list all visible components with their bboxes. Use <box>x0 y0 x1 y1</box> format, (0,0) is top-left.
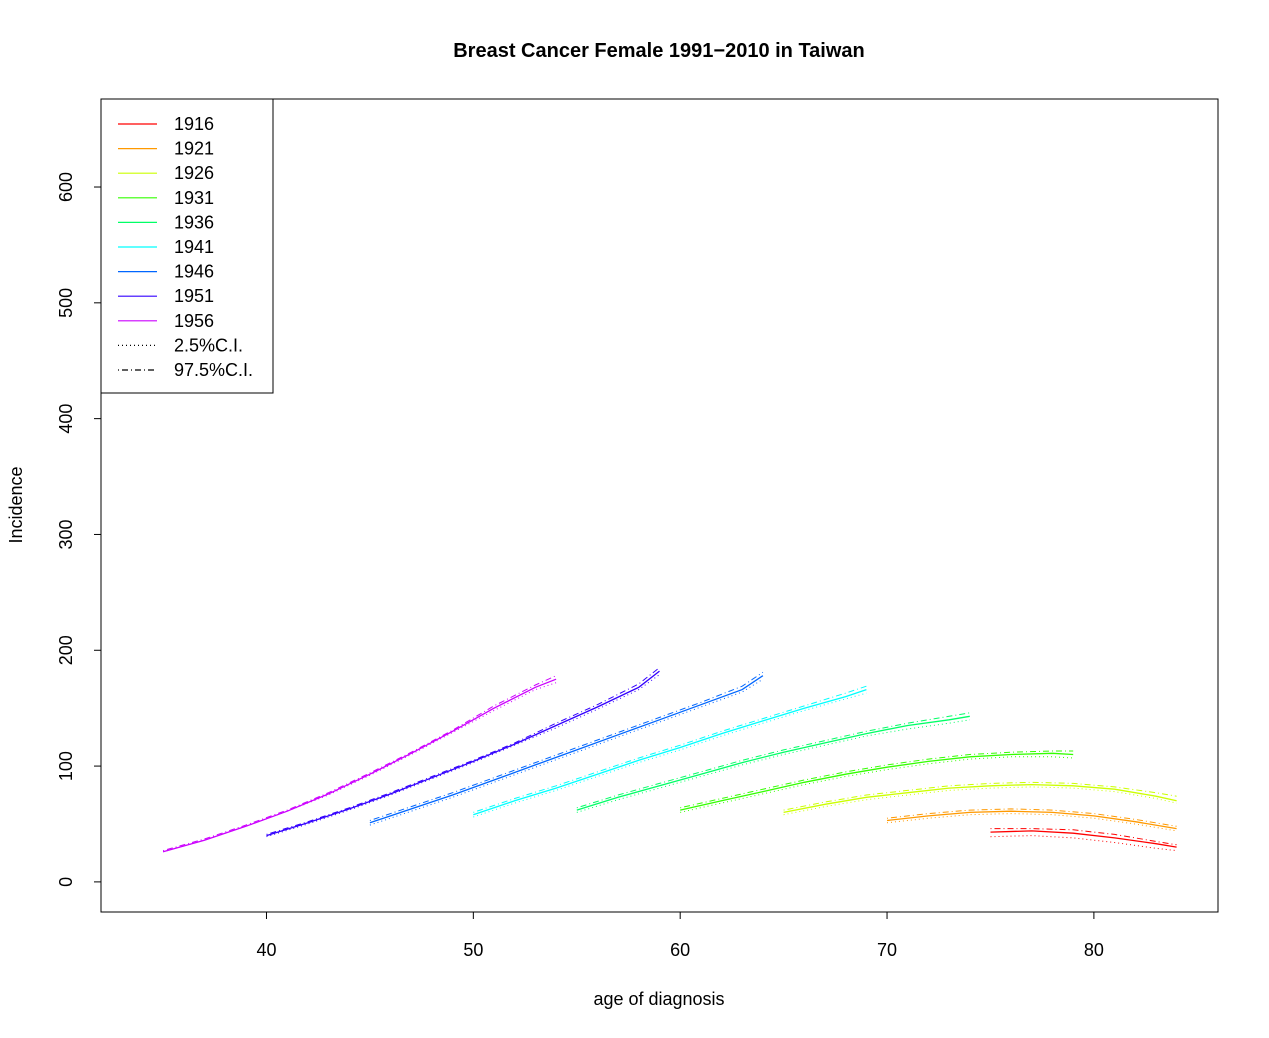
legend-item: 2.5%C.I. <box>118 335 243 355</box>
series-line <box>680 752 1074 811</box>
series-line <box>266 670 660 837</box>
ci-upper-line <box>783 781 1177 811</box>
series-1951 <box>266 667 660 838</box>
legend-label: 97.5%C.I. <box>174 360 253 380</box>
ci-lower-line <box>473 692 867 818</box>
y-tick-label: 100 <box>56 751 76 781</box>
legend-item: 1936 <box>118 212 214 232</box>
y-axis: 0 100 200 300 400 500 600 <box>56 172 102 887</box>
legend-label: 1926 <box>174 163 214 183</box>
legend-item: 97.5%C.I. <box>118 360 253 380</box>
y-tick-label: 600 <box>56 172 76 202</box>
series-line <box>783 783 1177 814</box>
y-tick-label: 400 <box>56 404 76 434</box>
legend-item: 1916 <box>118 114 214 134</box>
legend-item: 1951 <box>118 286 214 306</box>
legend-label: 1921 <box>174 139 214 159</box>
x-axis-label: age of diagnosis <box>593 989 724 1009</box>
legend-label: 1916 <box>174 114 214 134</box>
series-line <box>886 810 1177 830</box>
x-tick-label: 60 <box>670 940 690 960</box>
series-1916 <box>990 828 1177 852</box>
series-line <box>576 715 970 811</box>
series-1946 <box>369 671 764 826</box>
legend-label: 1936 <box>174 212 214 232</box>
legend-label: 1931 <box>174 188 214 208</box>
series-line <box>990 830 1177 848</box>
y-tick-label: 0 <box>56 877 76 887</box>
ci-lower-line <box>576 719 970 813</box>
legend-label: 1946 <box>174 262 214 282</box>
ci-upper-line <box>990 828 1177 846</box>
legend-label: 1956 <box>174 311 214 331</box>
x-tick-label: 80 <box>1084 940 1104 960</box>
x-tick-label: 70 <box>877 940 897 960</box>
ci-lower-line <box>886 813 1177 832</box>
series-1926 <box>783 781 1177 816</box>
ci-upper-line <box>680 750 1074 809</box>
legend-item: 1956 <box>118 311 214 331</box>
legend-label: 2.5%C.I. <box>174 335 243 355</box>
series-1941 <box>473 685 867 818</box>
legend: 1916 1921 1926 1931 1936 1941 1946 1951 1956 2.5%… <box>100 98 274 394</box>
series-1931 <box>680 750 1074 813</box>
y-axis-label: Incidence <box>6 466 26 543</box>
y-tick-label: 300 <box>56 519 76 549</box>
y-tick-label: 200 <box>56 635 76 665</box>
ci-lower-line <box>369 678 764 826</box>
ci-upper-line <box>162 675 557 852</box>
legend-items: 1916 1921 1926 1931 1936 1941 1946 1951 1956 2.5%… <box>118 114 253 380</box>
series-1956 <box>162 675 557 853</box>
ci-upper-line <box>473 685 867 813</box>
ci-upper-line <box>576 712 970 809</box>
series-1921 <box>886 808 1177 832</box>
ci-lower-line <box>783 786 1177 816</box>
x-tick-label: 50 <box>463 940 483 960</box>
series-layer <box>162 667 1177 853</box>
ci-upper-line <box>886 808 1177 827</box>
legend-item: 1921 <box>118 139 214 159</box>
series-line <box>473 688 867 816</box>
legend-item: 1946 <box>118 262 214 282</box>
ci-lower-line <box>266 674 660 838</box>
legend-label: 1941 <box>174 237 214 257</box>
x-axis: 40 50 60 70 80 <box>256 911 1104 960</box>
series-line <box>369 675 764 824</box>
x-tick-label: 40 <box>256 940 276 960</box>
chart-title: Breast Cancer Female 1991−2010 in Taiwan <box>453 40 865 62</box>
legend-label: 1951 <box>174 286 214 306</box>
ci-lower-line <box>162 682 557 853</box>
legend-item: 1941 <box>118 237 214 257</box>
ci-upper-line <box>266 667 660 835</box>
legend-item: 1931 <box>118 188 214 208</box>
y-tick-label: 500 <box>56 288 76 318</box>
ci-upper-line <box>369 671 764 821</box>
series-1936 <box>576 712 970 813</box>
series-line <box>162 678 557 853</box>
legend-item: 1926 <box>118 163 214 183</box>
